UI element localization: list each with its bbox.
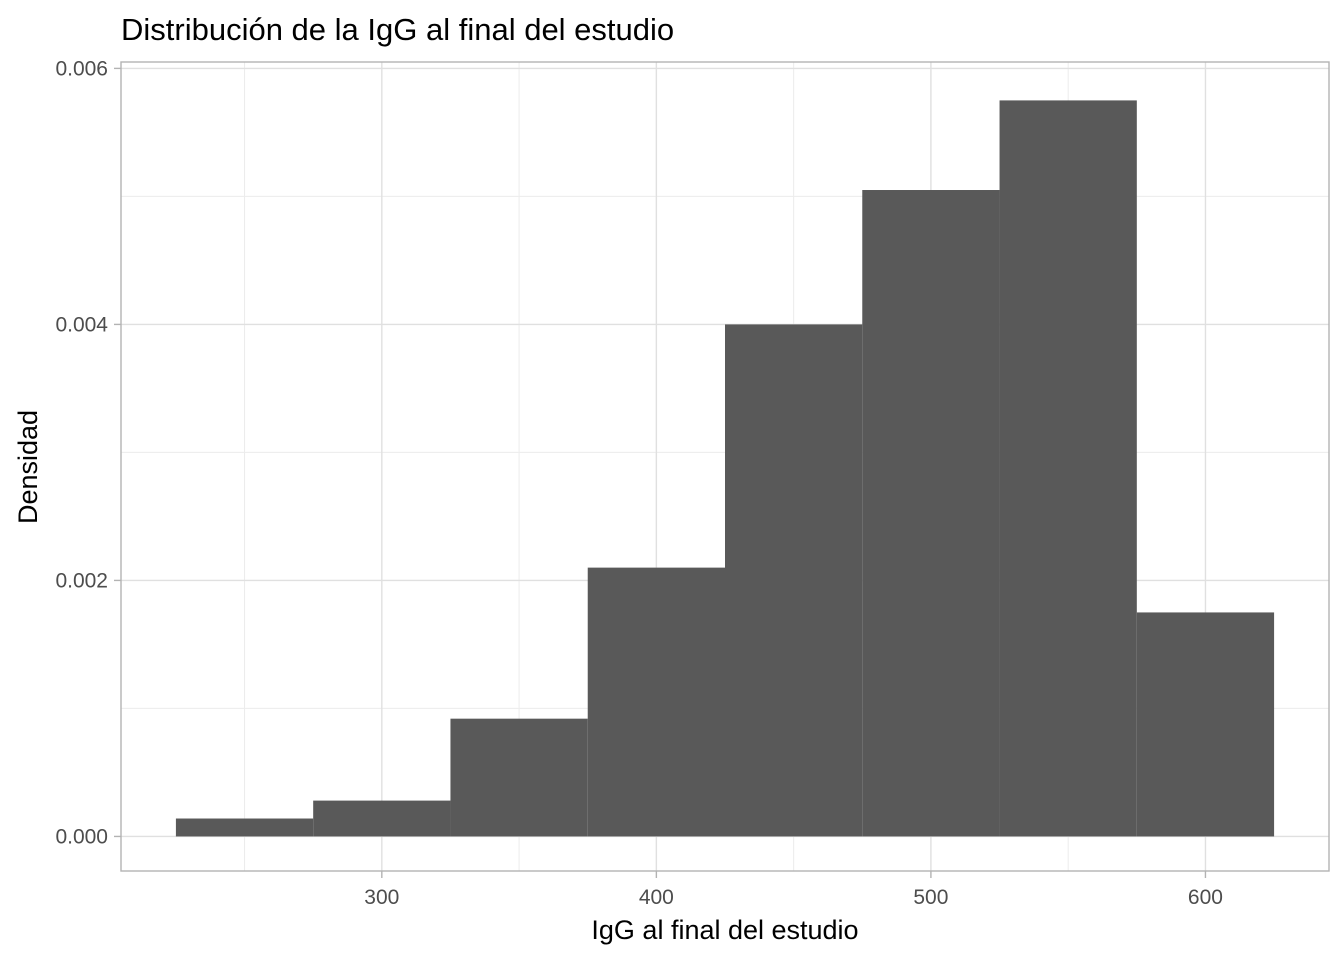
x-tick-label: 600 (1188, 886, 1223, 909)
x-axis-ticks: 300 400 500 600 (364, 871, 1223, 909)
x-tick-label: 400 (639, 886, 674, 909)
histogram-bar (313, 800, 451, 837)
y-tick-label: 0.000 (55, 825, 108, 848)
histogram-bar (450, 718, 588, 837)
histogram-bar (862, 190, 1000, 837)
x-tick-label: 500 (913, 886, 948, 909)
histogram-bar (725, 324, 863, 837)
x-tick-label: 300 (364, 886, 399, 909)
histogram-bars (175, 100, 1275, 837)
y-tick-label: 0.002 (55, 569, 108, 592)
y-axis-title: Densidad (13, 410, 43, 524)
y-tick-label: 0.004 (55, 313, 108, 336)
y-tick-label: 0.006 (55, 57, 108, 80)
histogram-bar (587, 567, 725, 837)
panel-border (120, 61, 1330, 872)
histogram-bar (999, 100, 1137, 837)
y-axis-ticks: 0.000 0.002 0.004 0.006 (55, 57, 121, 848)
histogram-bar (1136, 612, 1275, 837)
histogram-bar (175, 818, 314, 837)
chart-title: Distribución de la IgG al final del estu… (121, 12, 674, 47)
x-axis-title: IgG al final del estudio (591, 915, 858, 945)
